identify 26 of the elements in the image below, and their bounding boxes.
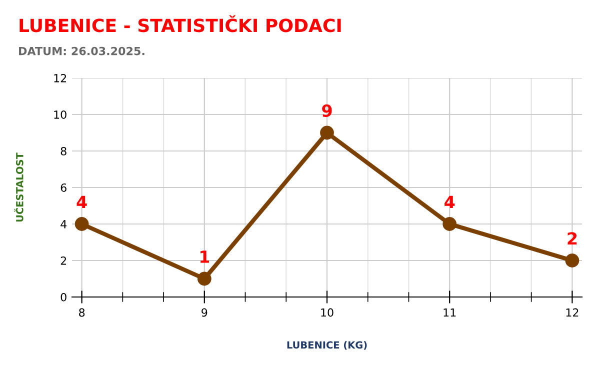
y-tick-label: 12 [54,74,66,82]
data-label: 4 [444,196,455,208]
point [74,217,89,231]
data-label: 4 [76,196,87,208]
y-tick-label: 0 [60,292,66,302]
point [197,272,212,286]
y-tick-label: 10 [54,110,66,119]
point [442,217,457,231]
y-tick-label: 2 [60,256,66,265]
chart-subtitle: DATUM: 26.03.2025. [19,46,144,56]
point [565,254,580,268]
y-tick-label: 6 [60,183,66,192]
y-tick-label: 8 [60,146,66,156]
point [320,126,334,140]
y-axis-title: UČESTALOST [14,152,24,222]
chart-title: LUBENICE - STATISTIČKI PODACI [20,15,341,32]
x-tick-label: 11 [444,308,456,317]
x-tick-label: 8 [79,308,85,317]
y-tick-label: 4 [60,220,67,228]
x-tick-label: 12 [566,308,578,317]
data-label: 2 [568,232,577,245]
data-label: 1 [200,250,210,263]
x-tick-label: 10 [321,308,334,317]
x-axis-title: LUBENICE (KG) [287,341,367,350]
x-tick-label: 9 [202,308,208,317]
data-label: 9 [322,104,332,118]
